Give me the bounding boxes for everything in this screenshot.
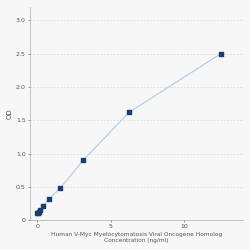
Point <box>58 186 62 190</box>
Point <box>35 211 39 215</box>
Point <box>41 204 45 208</box>
Point <box>36 211 40 215</box>
Point <box>81 158 85 162</box>
X-axis label: Human V-Myc Myelocytomatosis Viral Oncogene Homolog
Concentration (ng/ml): Human V-Myc Myelocytomatosis Viral Oncog… <box>51 232 222 243</box>
Y-axis label: OD: OD <box>7 108 13 119</box>
Point <box>36 210 40 214</box>
Point <box>219 52 223 56</box>
Point <box>47 197 51 201</box>
Point <box>127 110 131 114</box>
Point <box>38 208 42 212</box>
